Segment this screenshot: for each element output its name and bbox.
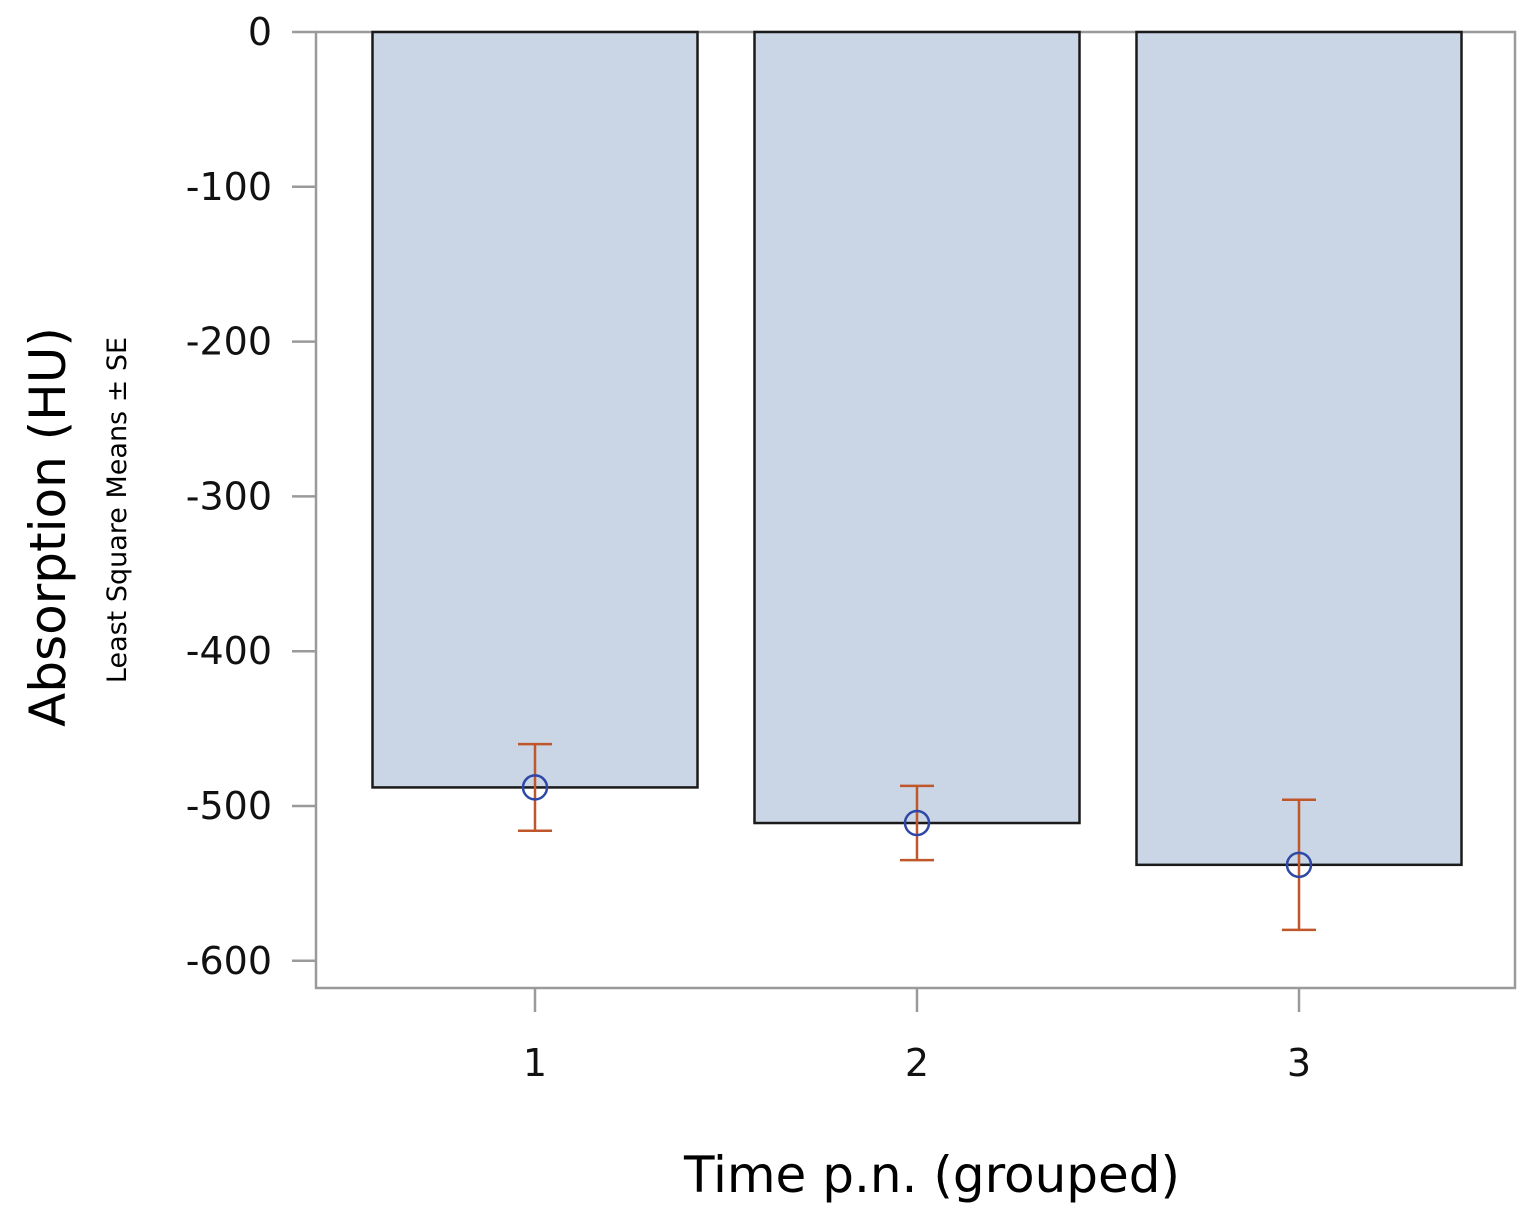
markers-group	[521, 774, 1313, 879]
y-tick-label: -200	[186, 320, 272, 364]
x-axis-ticks: 1 2 3	[523, 988, 1311, 1085]
mean-marker-2	[903, 809, 931, 837]
x-tick-label: 2	[905, 1041, 929, 1085]
y-axis-label: Absorption (HU)	[19, 327, 77, 727]
x-tick-label: 1	[523, 1041, 547, 1085]
y-axis-ticks: 0 -100 -200 -300 -400 -500 -600	[186, 10, 316, 983]
y-tick-label: 0	[248, 10, 272, 54]
y-tick-label: -300	[186, 474, 272, 518]
bar-3	[1135, 30, 1463, 867]
x-tick-label: 3	[1287, 1041, 1311, 1085]
y-tick-label: -500	[186, 784, 272, 828]
x-axis-label: Time p.n. (grouped)	[683, 1146, 1180, 1204]
mean-marker-1	[521, 774, 549, 801]
y-tick-label: -600	[186, 939, 272, 983]
bar-2	[753, 30, 1081, 825]
y-axis-sublabel: Least Square Means ± SE	[102, 337, 133, 683]
mean-marker-3	[1285, 851, 1313, 879]
error-bars-group	[518, 742, 1316, 932]
y-tick-label: -400	[186, 629, 272, 673]
y-tick-label: -100	[186, 165, 272, 209]
bars-group	[371, 30, 1463, 867]
bar-1	[371, 30, 699, 789]
